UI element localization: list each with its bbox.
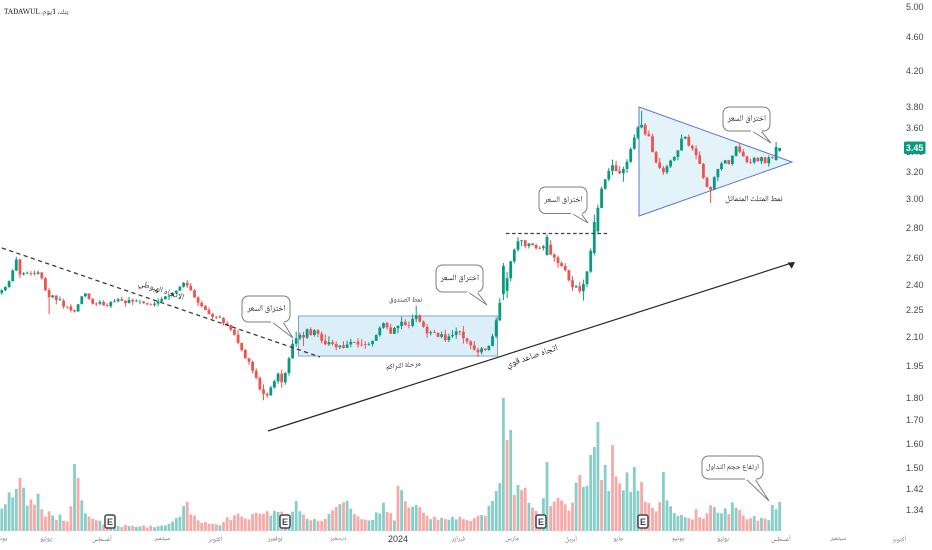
svg-text:2.40: 2.40 xyxy=(906,280,924,290)
svg-text:1.42: 1.42 xyxy=(906,484,924,494)
svg-text:4.20: 4.20 xyxy=(906,66,924,76)
svg-text:2.80: 2.80 xyxy=(906,223,924,233)
svg-text:1.50: 1.50 xyxy=(906,463,924,473)
svg-text:2024: 2024 xyxy=(388,534,408,544)
svg-text:2.25: 2.25 xyxy=(906,305,924,315)
svg-text:3.60: 3.60 xyxy=(906,123,924,133)
svg-text:1.34: 1.34 xyxy=(906,505,924,515)
svg-text:E: E xyxy=(107,517,113,527)
svg-text:2.10: 2.10 xyxy=(906,332,924,342)
svg-text:3.45: 3.45 xyxy=(906,143,924,153)
svg-text:1.60: 1.60 xyxy=(906,439,924,449)
svg-text:E: E xyxy=(282,517,288,527)
svg-text:4.60: 4.60 xyxy=(906,32,924,42)
svg-text:2.60: 2.60 xyxy=(906,253,924,263)
svg-text:3.00: 3.00 xyxy=(906,194,924,204)
svg-text:3.20: 3.20 xyxy=(906,167,924,177)
svg-text:1.95: 1.95 xyxy=(906,361,924,371)
svg-text:1.70: 1.70 xyxy=(906,415,924,425)
svg-text:E: E xyxy=(538,517,544,527)
svg-text:1.80: 1.80 xyxy=(906,393,924,403)
svg-text:5.00: 5.00 xyxy=(906,2,924,12)
svg-text:E: E xyxy=(640,517,646,527)
svg-text:3.80: 3.80 xyxy=(906,102,924,112)
